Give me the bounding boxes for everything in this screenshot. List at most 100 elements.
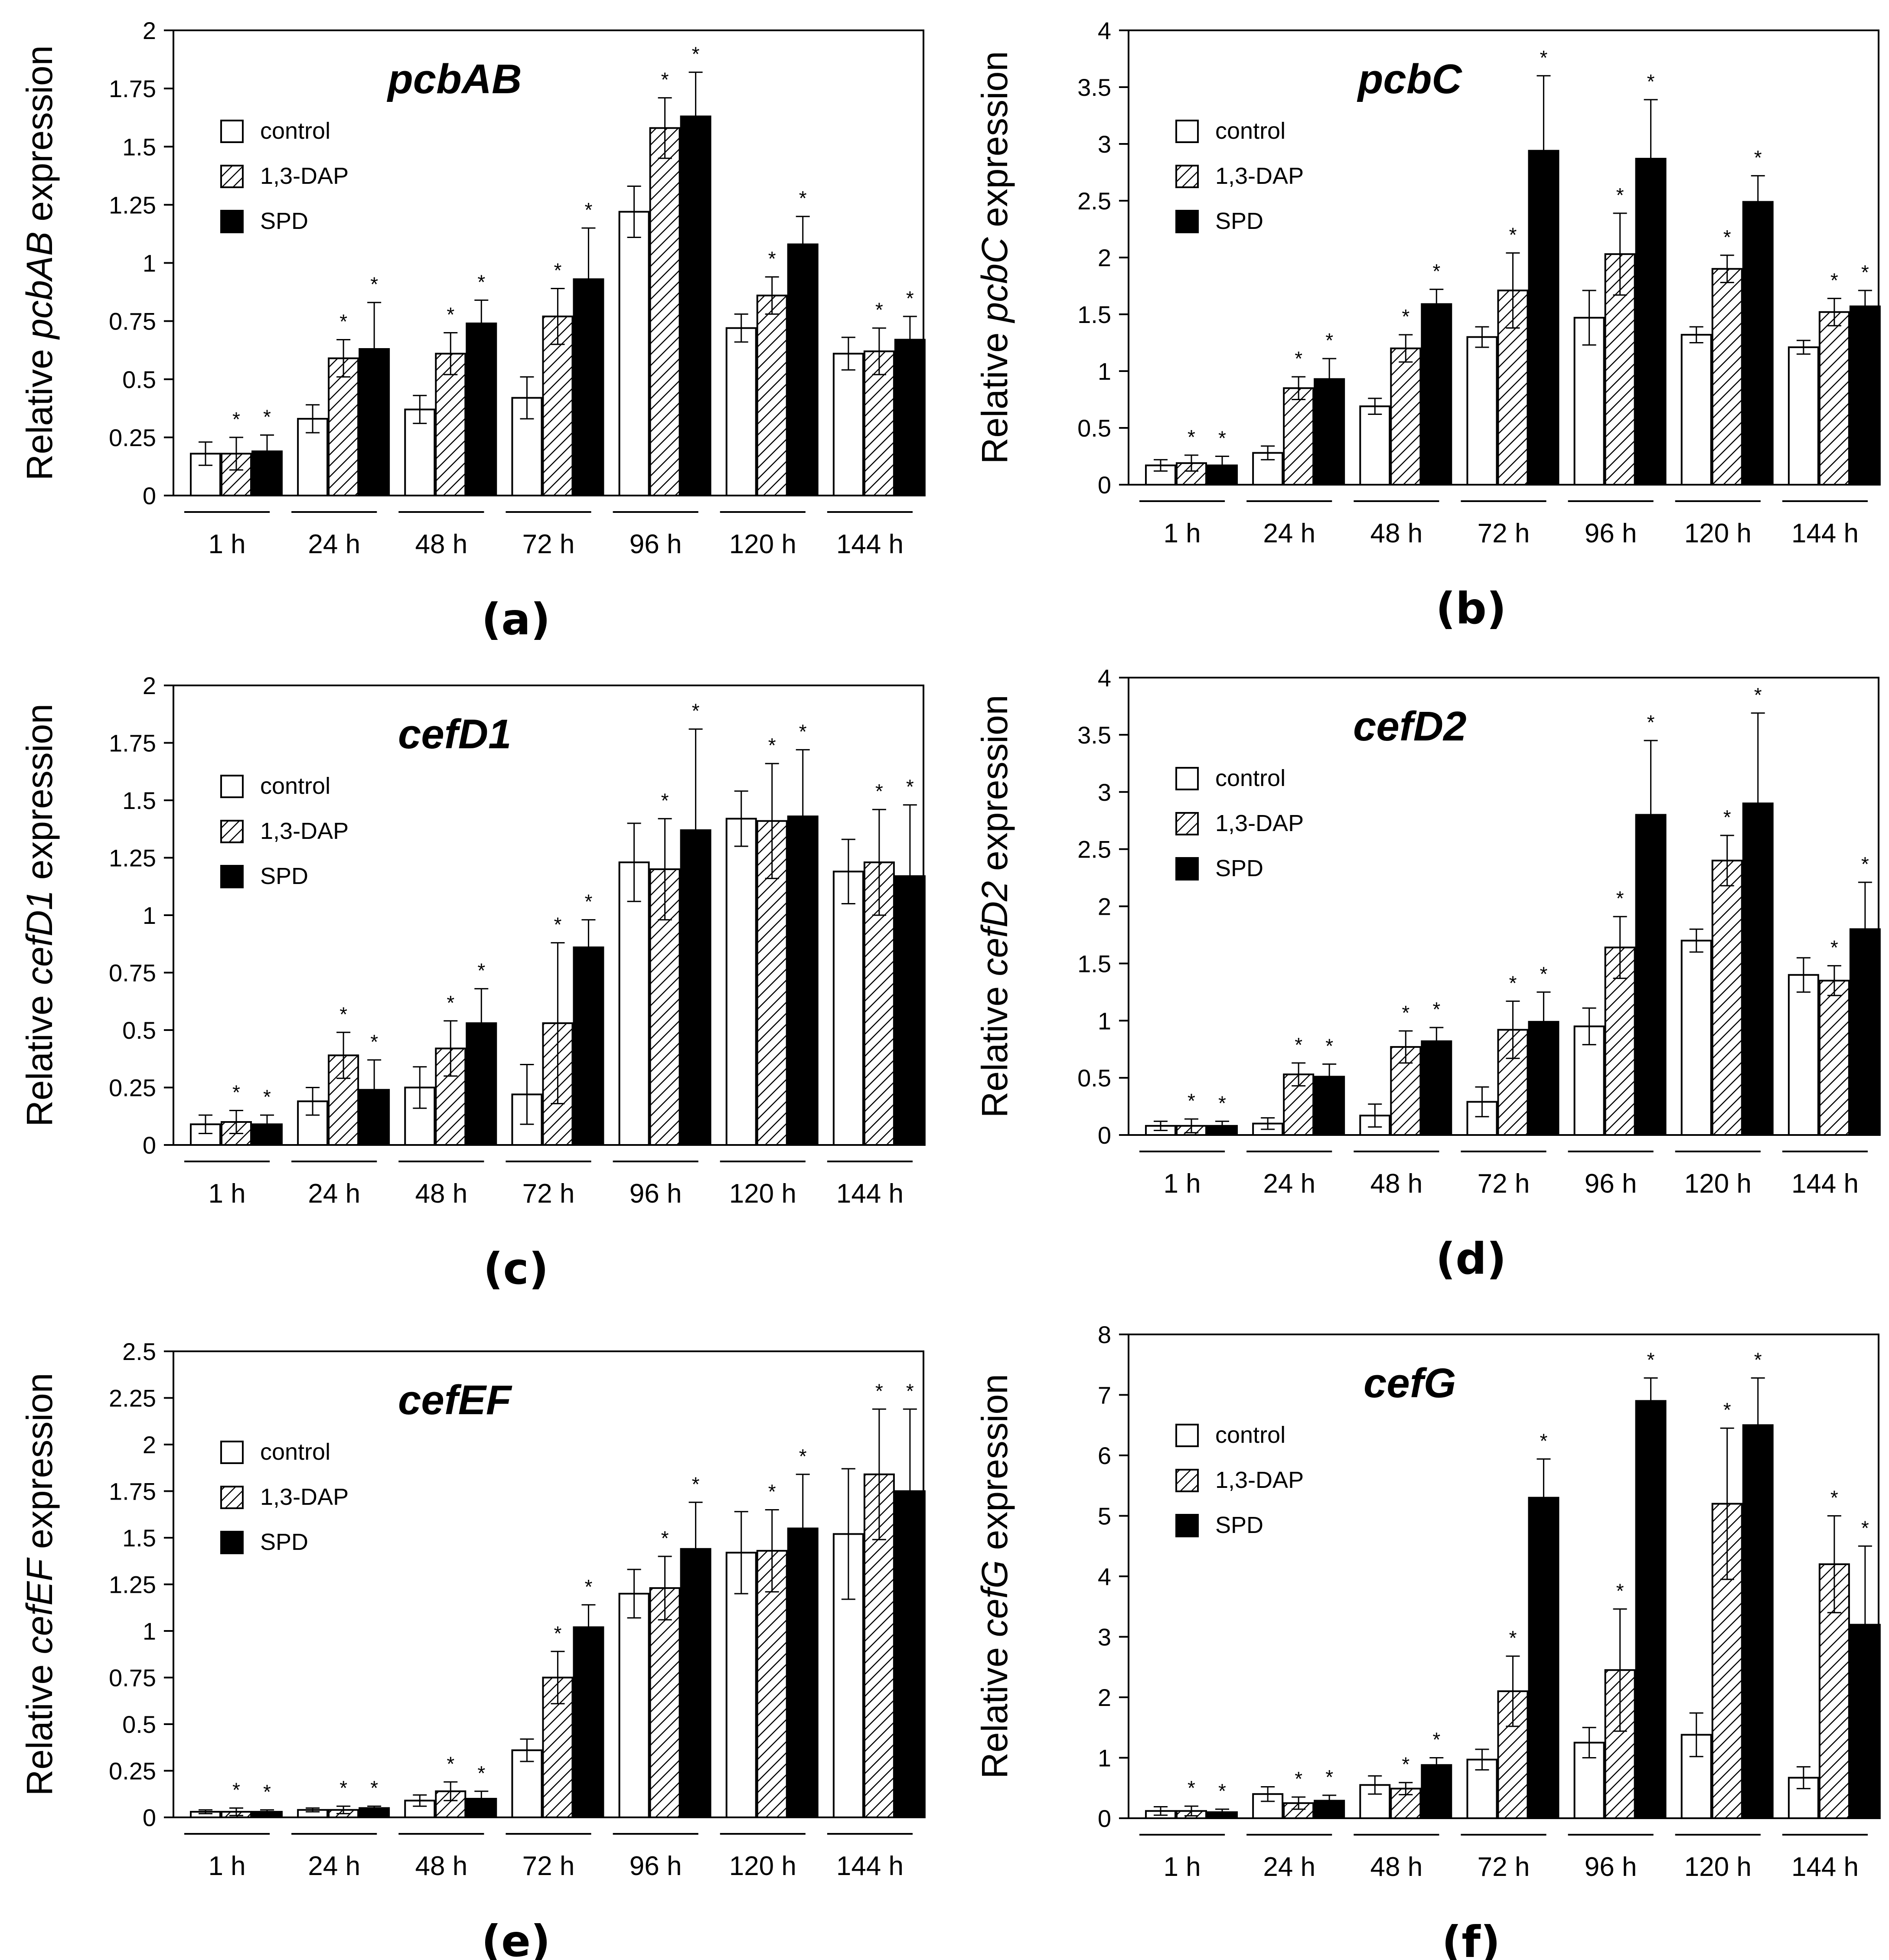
category-label: 72 h — [522, 1179, 575, 1209]
y-axis-label-gene: cefD2 — [974, 881, 1015, 976]
y-axis-label-gene: cefEF — [19, 1557, 60, 1654]
panel-label: (d) — [1436, 1233, 1507, 1284]
bar-1,3-DAP — [649, 1587, 681, 1819]
bar-1,3-DAP — [649, 127, 681, 496]
category-label: 120 h — [729, 529, 796, 559]
category-label: 144 h — [1791, 1852, 1859, 1882]
y-axis-label: Relative cefG expression — [974, 1374, 1015, 1779]
bar-SPD — [466, 322, 497, 496]
category-label: 96 h — [1585, 519, 1637, 548]
significance-star: * — [1861, 853, 1869, 875]
y-tick-label: 0 — [143, 482, 156, 509]
significance-star: * — [1188, 426, 1195, 448]
bar-1,3-DAP — [1283, 387, 1315, 486]
bar-1,3-DAP — [542, 1676, 574, 1818]
category-label: 24 h — [308, 1851, 360, 1881]
category-label: 120 h — [1684, 519, 1752, 548]
chart-title: cefG — [1364, 1360, 1456, 1406]
legend-label: control — [260, 1439, 330, 1465]
category-label: 1 h — [1163, 519, 1201, 548]
bar-SPD — [1528, 1497, 1559, 1819]
y-axis-label-gene: pcbAB — [19, 232, 60, 340]
significance-star: * — [1616, 887, 1624, 910]
legend-swatch-2 — [1175, 857, 1199, 881]
y-axis-label-gene: pcbC — [974, 237, 1015, 323]
significance-star: * — [1325, 329, 1333, 352]
y-tick-label: 0.25 — [109, 424, 156, 451]
category-label: 120 h — [729, 1851, 796, 1881]
panel-label: (c) — [483, 1243, 549, 1294]
chart-title: cefEF — [398, 1377, 512, 1423]
y-tick-label: 2 — [1098, 244, 1111, 271]
category-label: 24 h — [1263, 1852, 1315, 1882]
bar-SPD — [680, 115, 711, 496]
significance-star: * — [661, 789, 669, 812]
y-tick-label: 0 — [1098, 1805, 1111, 1832]
significance-star: * — [1218, 427, 1226, 450]
category-label: 96 h — [630, 1851, 682, 1881]
y-tick-label: 0.75 — [109, 308, 156, 335]
significance-star: * — [692, 700, 700, 722]
significance-star: * — [554, 1622, 561, 1644]
significance-star: * — [1647, 70, 1655, 93]
significance-star: * — [477, 959, 485, 982]
legend-label: SPD — [1215, 855, 1263, 881]
legend-swatch-1 — [1175, 1469, 1199, 1492]
bar-SPD — [1849, 1624, 1881, 1820]
y-tick-label: 0 — [1098, 471, 1111, 499]
bar-1,3-DAP — [1283, 1802, 1315, 1819]
y-axis-label: Relative pcbC expression — [974, 51, 1015, 464]
y-tick-label: 1.5 — [1077, 950, 1111, 977]
y-axis-label-gene: cefG — [974, 1560, 1015, 1637]
y-tick-label: 3 — [1098, 1624, 1111, 1651]
significance-star: * — [584, 1575, 592, 1598]
legend-swatch-2 — [1175, 1514, 1199, 1537]
legend-swatch-1 — [220, 820, 244, 843]
significance-star: * — [1647, 711, 1655, 734]
significance-star: * — [1325, 1034, 1333, 1057]
significance-star: * — [768, 1481, 776, 1503]
chart-title: pcbAB — [386, 56, 522, 102]
significance-star: * — [1830, 1487, 1838, 1509]
significance-star: * — [1723, 806, 1731, 828]
y-axis-label-prefix: Relative — [974, 976, 1015, 1118]
significance-star: * — [232, 408, 240, 430]
significance-star: * — [1402, 1001, 1409, 1024]
bar-SPD — [573, 1626, 604, 1818]
y-tick-label: 5 — [1098, 1503, 1111, 1530]
y-tick-label: 2.25 — [109, 1385, 156, 1412]
legend-label: 1,3-DAP — [260, 163, 349, 189]
y-axis-label-prefix: Relative — [974, 1637, 1015, 1779]
bar-1,3-DAP — [1818, 311, 1850, 486]
category-label: 144 h — [836, 1179, 904, 1209]
category-label: 144 h — [836, 1851, 904, 1881]
significance-star: * — [1647, 1348, 1655, 1371]
significance-star: * — [263, 1086, 271, 1108]
category-label: 72 h — [1478, 1169, 1530, 1199]
y-tick-label: 0.75 — [109, 1664, 156, 1692]
legend-swatch-0 — [220, 120, 244, 143]
significance-star: * — [799, 187, 807, 209]
panel-cefD1: 0 0.25 0.5 0.75 1 1.25 1.5 1.75 2 Relative cefD1 … — [19, 672, 926, 1294]
significance-star: * — [232, 1779, 240, 1801]
significance-star: * — [875, 1380, 883, 1402]
y-tick-label: 0.75 — [109, 959, 156, 987]
legend-label: SPD — [260, 1529, 308, 1555]
significance-star: * — [1509, 1627, 1517, 1649]
legend-swatch-1 — [1175, 165, 1199, 188]
y-tick-label: 3.5 — [1077, 74, 1111, 101]
bar-SPD — [1742, 1424, 1774, 1819]
category-label: 144 h — [836, 529, 904, 559]
panel-pcbAB: 0 0.25 0.5 0.75 1 1.25 1.5 1.75 2 Relative pcbAB … — [19, 17, 926, 645]
legend-swatch-1 — [220, 1486, 244, 1509]
significance-star: * — [447, 1752, 454, 1775]
bar-1,3-DAP — [1711, 860, 1743, 1136]
y-axis-label: Relative pcbAB expression — [19, 46, 60, 481]
bar-control — [1466, 336, 1498, 486]
significance-star: * — [370, 1031, 378, 1053]
y-tick-label: 1 — [1098, 358, 1111, 385]
significance-star: * — [447, 303, 454, 326]
y-tick-label: 1 — [1098, 1745, 1111, 1772]
bar-SPD — [1635, 1400, 1667, 1819]
y-axis-label-gene: cefD1 — [19, 890, 60, 985]
